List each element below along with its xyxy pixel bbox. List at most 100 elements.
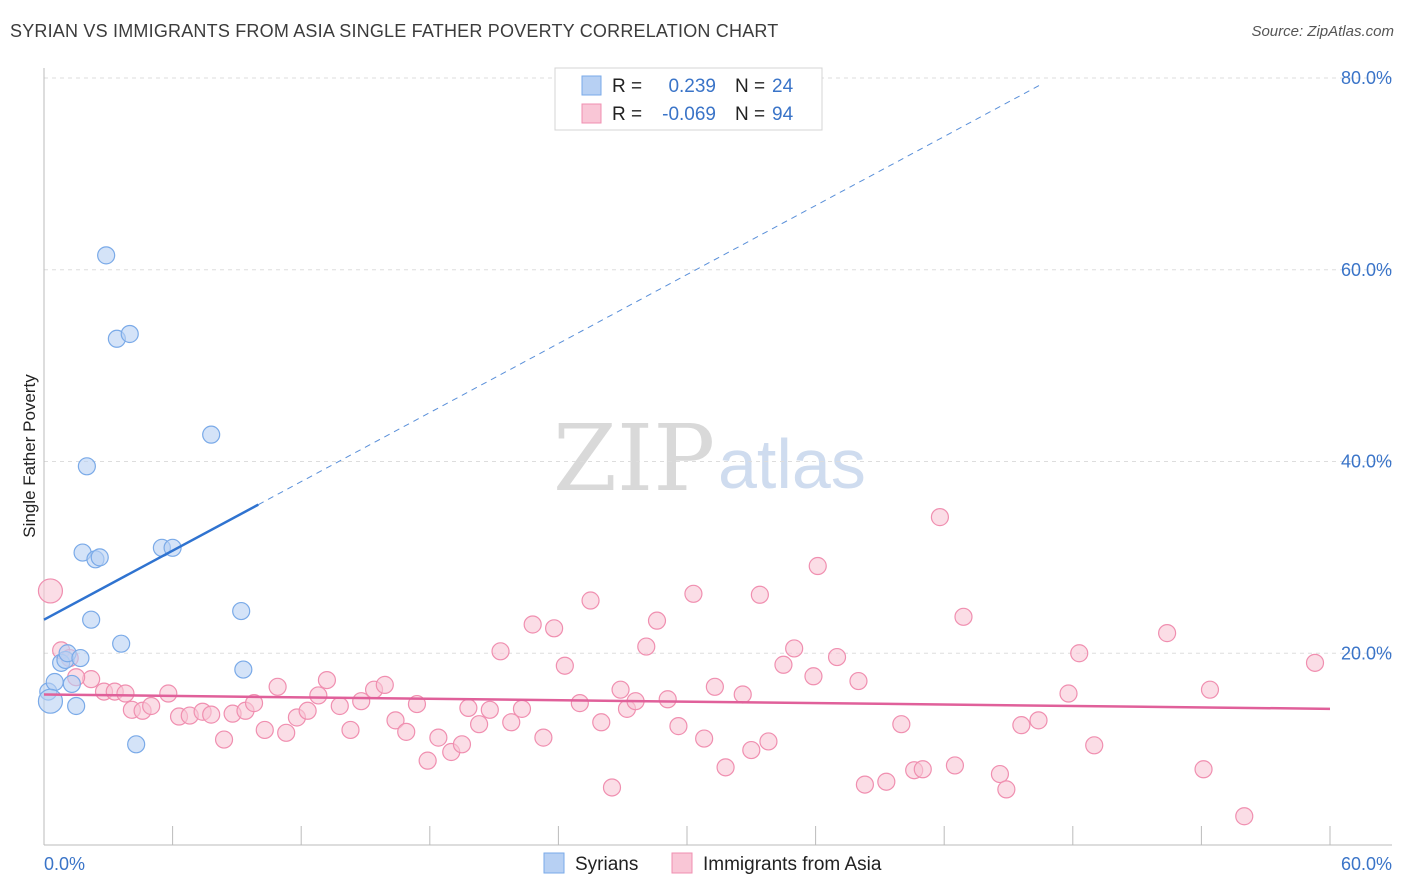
syrians-point-16 [120, 324, 139, 344]
immigrants-point-49 [581, 591, 600, 610]
immigrants-point-89 [1194, 760, 1213, 779]
syrians-point-7 [71, 648, 90, 668]
y-tick-label-40: 40.0% [1341, 452, 1392, 472]
immigrants-point-82 [997, 780, 1016, 799]
bottom-legend-label-syrians: Syrians [575, 854, 638, 875]
immigrants-point-80 [954, 607, 973, 626]
syrians-point-15 [112, 634, 131, 653]
syrians-point-23 [37, 688, 64, 714]
immigrants-point-26 [330, 696, 349, 716]
legend-n-value-2: 94 [772, 104, 794, 125]
syrians-point-1 [45, 672, 64, 692]
immigrants-point-81 [990, 764, 1010, 784]
immigrants-point-42 [502, 713, 521, 732]
y-axis-title: Single Father Poverty [20, 374, 39, 538]
syrians-point-9 [77, 457, 96, 476]
immigrants-point-23 [298, 701, 317, 720]
syrians-point-13 [97, 246, 116, 265]
x-axis-ticks [43, 826, 1331, 845]
bottom-legend-swatch-immigrants [671, 852, 693, 874]
immigrants-point-30 [375, 675, 394, 694]
immigrants-point-3 [82, 670, 101, 689]
immigrants-point-21 [277, 723, 296, 742]
immigrants-point-18 [244, 694, 264, 713]
immigrants-point-46 [545, 619, 564, 638]
immigrants-point-39 [469, 715, 489, 734]
legend-r-label-1: R = [612, 76, 642, 97]
syrians-point-17 [127, 735, 146, 754]
immigrants-point-83 [1012, 716, 1031, 735]
immigrants-point-74 [877, 772, 896, 791]
y-tick-label-60: 60.0% [1341, 260, 1392, 280]
immigrants-point-90 [1200, 680, 1220, 699]
immigrants-point-38 [459, 698, 478, 717]
immigrants-point-34 [418, 751, 437, 770]
immigrants-point-75 [892, 715, 911, 734]
immigrants-point-14 [202, 705, 221, 724]
syrians-point-22 [234, 660, 253, 679]
immigrants-point-85 [1059, 684, 1078, 703]
immigrants-point-9 [142, 696, 161, 716]
x-tick-label-max: 60.0% [1341, 854, 1392, 874]
watermark-atlas: atlas [718, 425, 866, 503]
immigrants-point-32 [397, 722, 416, 741]
series-syrians-points [37, 246, 253, 754]
chart-title: SYRIAN VS IMMIGRANTS FROM ASIA SINGLE FA… [10, 21, 779, 41]
immigrants-point-86 [1070, 644, 1089, 663]
syrians-point-21 [232, 601, 251, 621]
immigrants-point-43 [512, 699, 532, 718]
immigrants-point-24 [309, 686, 328, 705]
immigrants-point-25 [317, 670, 337, 690]
immigrants-point-45 [534, 728, 553, 747]
immigrants-point-19 [255, 720, 274, 740]
immigrants-point-55 [637, 637, 656, 656]
gridlines [44, 77, 1392, 654]
immigrants-point-70 [808, 556, 827, 576]
immigrants-point-6 [116, 684, 135, 703]
syrians-point-5 [62, 674, 81, 694]
bottom-legend-swatch-syrians [543, 852, 565, 874]
immigrants-point-37 [452, 735, 472, 754]
immigrants-point-68 [785, 639, 804, 658]
immigrants-point-58 [669, 717, 688, 736]
immigrants-point-63 [733, 685, 752, 704]
immigrants-point-65 [750, 585, 769, 604]
immigrants-point-40 [480, 700, 499, 719]
immigrants-point-79 [945, 756, 965, 775]
immigrants-point-67 [774, 655, 793, 674]
immigrants-point-78 [930, 508, 950, 527]
syrians-trend-extension [258, 84, 1041, 506]
bottom-legend-label-immigrants: Immigrants from Asia [703, 854, 882, 875]
immigrants-point-59 [684, 584, 703, 603]
immigrants-point-62 [716, 758, 735, 777]
immigrants-trend-line [43, 693, 1331, 711]
immigrants-point-0 [37, 578, 64, 604]
immigrants-point-92 [1305, 653, 1325, 672]
immigrants-point-64 [742, 740, 761, 760]
immigrants-point-27 [341, 720, 360, 740]
immigrants-point-31 [386, 711, 405, 730]
immigrants-point-20 [268, 677, 287, 696]
immigrants-point-66 [759, 732, 778, 751]
legend-r-value-1: 0.239 [668, 76, 716, 97]
y-tick-label-80: 80.0% [1341, 68, 1392, 88]
immigrants-point-91 [1235, 807, 1254, 826]
immigrants-point-69 [804, 667, 823, 686]
correlation-legend: R = 0.239 N = 24 R = -0.069 N = 94 [554, 67, 823, 131]
immigrants-point-84 [1029, 711, 1048, 730]
immigrants-point-61 [705, 677, 724, 696]
y-axis-tick-labels: 20.0% 40.0% 60.0% 80.0% [1341, 68, 1392, 663]
syrians-point-20 [202, 425, 221, 444]
series-legend: Syrians Immigrants from Asia [543, 852, 882, 875]
immigrants-point-15 [214, 730, 234, 749]
chart-source: Source: ZipAtlas.com [1251, 23, 1394, 40]
immigrants-point-72 [849, 671, 868, 691]
immigrants-point-50 [592, 713, 611, 732]
immigrants-point-47 [555, 656, 574, 675]
immigrants-point-44 [523, 615, 542, 634]
immigrants-point-88 [1158, 624, 1177, 643]
trend-lines [43, 84, 1331, 711]
immigrants-point-56 [647, 611, 667, 630]
series-immigrants-from-asia-points [37, 508, 1325, 826]
